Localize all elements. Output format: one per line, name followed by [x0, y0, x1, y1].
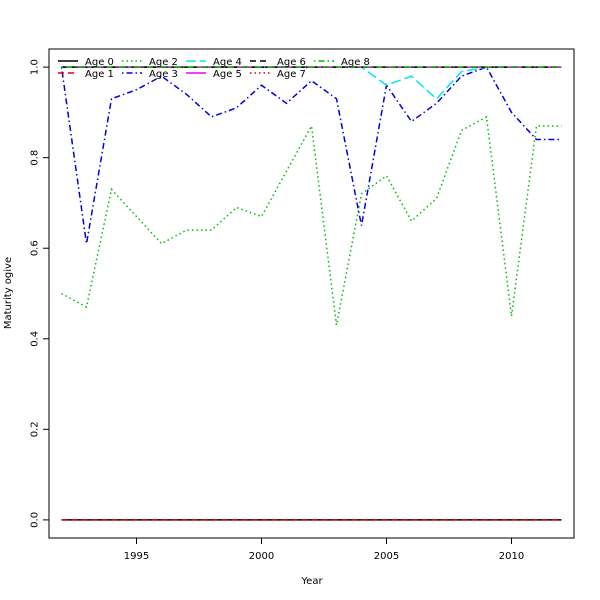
legend-label-age-8: Age 8 [341, 57, 370, 68]
legend-label-age-4: Age 4 [213, 57, 242, 68]
x-tick-label: 1995 [124, 551, 149, 562]
legend-label-age-3: Age 3 [149, 69, 178, 80]
y-axis: 0.0 0.2 0.4 0.6 0.8 1.0 [30, 59, 49, 528]
x-axis-label: Year [300, 576, 323, 587]
y-tick-label: 1.0 [30, 59, 41, 75]
series-line-age-2 [61, 115, 562, 326]
legend-label-age-2: Age 2 [149, 57, 178, 68]
plot-frame [48, 48, 575, 539]
x-axis: 1995 2000 2005 2010 [124, 538, 524, 562]
legend-label-age-7: Age 7 [277, 69, 306, 80]
y-axis-label: Maturity ogive [3, 257, 14, 329]
x-tick-label: 2000 [249, 551, 274, 562]
x-tick-label: 2005 [374, 551, 399, 562]
y-tick-label: 0.6 [30, 240, 41, 256]
x-tick-label: 2010 [499, 551, 524, 562]
y-tick-label: 0.8 [30, 150, 41, 166]
y-tick-label: 0.0 [30, 512, 41, 528]
legend-label-age-6: Age 6 [277, 57, 306, 68]
y-tick-label: 0.4 [30, 331, 41, 347]
series-lines [60, 66, 562, 521]
y-tick-label: 0.2 [30, 421, 41, 437]
series-line-age-3 [60, 66, 562, 244]
legend-label-age-0: Age 0 [85, 57, 114, 68]
legend-label-age-5: Age 5 [213, 69, 242, 80]
legend-label-age-1: Age 1 [85, 69, 114, 80]
